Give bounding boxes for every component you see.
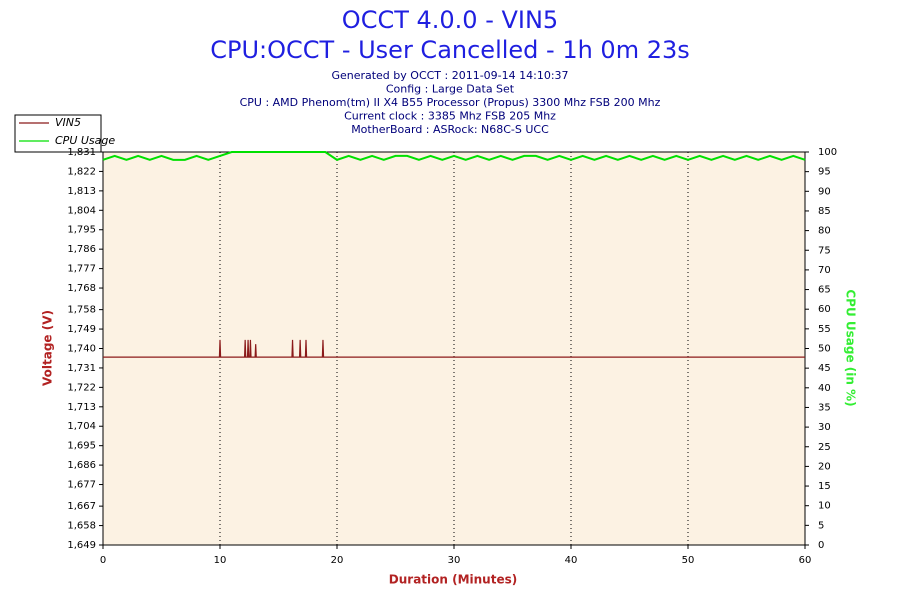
y2-tick-label: 10 [818,501,831,512]
y-tick-label: 1,740 [67,344,96,355]
y2-tick-label: 30 [818,422,831,433]
y-tick-label: 1,704 [67,421,96,432]
y2-tick-label: 50 [818,344,831,355]
y2-tick-label: 60 [818,304,831,315]
legend-label: VIN5 [55,116,81,129]
info-line: Config : Large Data Set [386,83,515,96]
x-tick-label: 40 [565,555,578,566]
y2-tick-label: 45 [818,363,831,374]
y2-tick-label: 5 [818,520,824,531]
info-line: Current clock : 3385 Mhz FSB 205 Mhz [344,110,556,123]
info-line: CPU : AMD Phenom(tm) II X4 B55 Processor… [240,96,661,109]
y-tick-label: 1,831 [67,147,96,158]
y-tick-label: 1,731 [67,363,96,374]
y-tick-label: 1,722 [67,382,96,393]
x-tick-label: 10 [214,555,227,566]
series-line [103,339,805,358]
y2-tick-label: 65 [818,285,831,296]
x-tick-label: 20 [331,555,344,566]
y-tick-label: 1,813 [67,186,96,197]
y2-tick-label: 35 [818,402,831,413]
y-tick-label: 1,822 [67,166,96,177]
y-tick-label: 1,777 [67,264,96,275]
y-tick-label: 1,677 [67,480,96,491]
y-tick-label: 1,667 [67,501,96,512]
info-line: Generated by OCCT : 2011-09-14 14:10:37 [331,69,568,82]
y2-tick-label: 100 [818,147,837,158]
y-tick-label: 1,658 [67,521,96,532]
y2-tick-label: 90 [818,186,831,197]
x-tick-label: 60 [799,555,812,566]
y2-tick-label: 85 [818,206,831,217]
x-tick-label: 30 [448,555,461,566]
y2-tick-label: 75 [818,245,831,256]
y2-axis-label: CPU Usage (in %) [844,289,858,406]
y2-tick-label: 15 [818,481,831,492]
legend-box [14,114,102,153]
y2-tick-label: 20 [818,461,831,472]
y2-tick-label: 0 [818,540,824,551]
x-tick-label: 0 [100,555,106,566]
y-tick-label: 1,713 [67,402,96,413]
x-tick-label: 50 [682,555,695,566]
y2-tick-label: 40 [818,383,831,394]
y2-tick-label: 70 [818,265,831,276]
y-tick-label: 1,804 [67,205,96,216]
y-tick-label: 1,649 [67,540,96,551]
y-tick-label: 1,768 [67,283,96,294]
chart-subtitle: CPU:OCCT - User Cancelled - 1h 0m 23s [210,36,690,64]
series-line [102,151,806,161]
y-tick-label: 1,749 [67,324,96,335]
y-tick-label: 1,786 [67,244,96,255]
y-tick-label: 1,686 [67,460,96,471]
y-axis-label: Voltage (V) [41,310,55,386]
x-axis-label: Duration (Minutes) [389,573,517,587]
info-line: MotherBoard : ASRock: N68C-S UCC [351,123,549,136]
y2-tick-label: 80 [818,226,831,237]
legend-label: CPU Usage [55,134,115,147]
y2-tick-label: 55 [818,324,831,335]
y2-tick-label: 25 [818,442,831,453]
y-tick-label: 1,795 [67,225,96,236]
y-tick-label: 1,695 [67,441,96,452]
chart-title: OCCT 4.0.0 - VIN5 [342,6,558,34]
y2-tick-label: 95 [818,167,831,178]
y-tick-label: 1,758 [67,305,96,316]
